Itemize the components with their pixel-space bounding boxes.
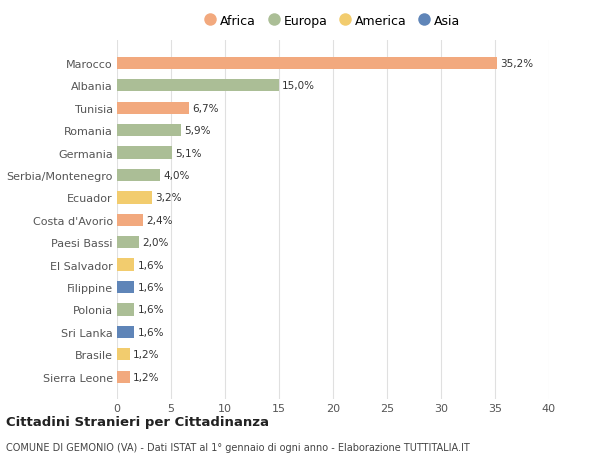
- Text: 3,2%: 3,2%: [155, 193, 181, 203]
- Text: 5,1%: 5,1%: [175, 148, 202, 158]
- Bar: [117, 371, 130, 383]
- Text: 2,4%: 2,4%: [146, 215, 173, 225]
- Text: 1,6%: 1,6%: [137, 282, 164, 292]
- Bar: [117, 192, 152, 204]
- Bar: [117, 125, 181, 137]
- Text: 1,6%: 1,6%: [137, 327, 164, 337]
- Bar: [117, 147, 172, 159]
- Text: 1,6%: 1,6%: [137, 260, 164, 270]
- Text: COMUNE DI GEMONIO (VA) - Dati ISTAT al 1° gennaio di ogni anno - Elaborazione TU: COMUNE DI GEMONIO (VA) - Dati ISTAT al 1…: [6, 442, 470, 452]
- Bar: [117, 281, 134, 294]
- Bar: [117, 236, 139, 249]
- Text: 1,2%: 1,2%: [133, 350, 160, 359]
- Text: 6,7%: 6,7%: [193, 103, 219, 113]
- Bar: [117, 259, 134, 271]
- Bar: [117, 169, 160, 182]
- Text: 5,9%: 5,9%: [184, 126, 211, 136]
- Bar: [117, 348, 130, 361]
- Text: 1,2%: 1,2%: [133, 372, 160, 382]
- Text: 2,0%: 2,0%: [142, 238, 168, 248]
- Text: 4,0%: 4,0%: [163, 171, 190, 180]
- Text: Cittadini Stranieri per Cittadinanza: Cittadini Stranieri per Cittadinanza: [6, 415, 269, 428]
- Legend: Africa, Europa, America, Asia: Africa, Europa, America, Asia: [202, 11, 464, 32]
- Bar: [117, 326, 134, 338]
- Text: 15,0%: 15,0%: [282, 81, 315, 91]
- Bar: [117, 102, 190, 115]
- Bar: [117, 304, 134, 316]
- Bar: [117, 57, 497, 70]
- Bar: [117, 214, 143, 226]
- Text: 35,2%: 35,2%: [500, 59, 533, 69]
- Bar: [117, 80, 279, 92]
- Text: 1,6%: 1,6%: [137, 305, 164, 315]
